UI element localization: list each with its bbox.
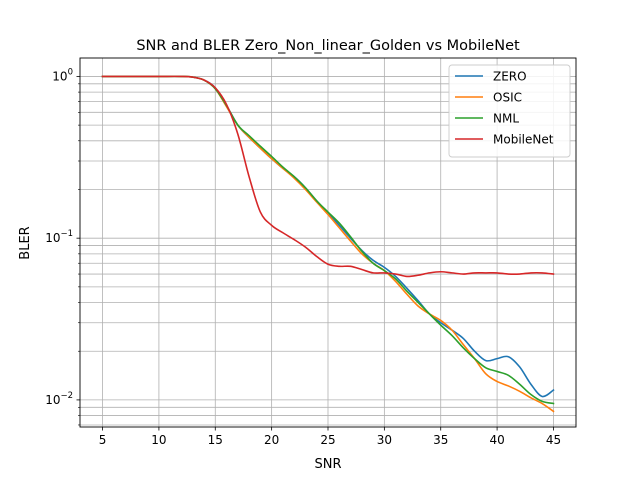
y-tick-base: 10: [45, 231, 60, 245]
legend-label-nml: NML: [493, 112, 519, 126]
y-tick-exponent: −1: [60, 229, 73, 239]
series-line-mobilenet: [101, 75, 555, 278]
chart-title: SNR and BLER Zero_Non_linear_Golden vs M…: [136, 38, 520, 54]
x-axis-label: SNR: [314, 457, 341, 472]
legend-box: [448, 64, 571, 158]
y-tick-base: 10: [52, 69, 67, 83]
y-axis-label: BLER: [18, 226, 33, 259]
series-layer: [101, 75, 555, 413]
x-tick-label: 20: [264, 433, 279, 447]
x-axis: 5 10 15 20 25 30 35 40 45: [99, 427, 561, 447]
x-tick-label: 45: [546, 433, 561, 447]
x-tick-label: 5: [99, 433, 107, 447]
x-tick-label: 15: [208, 433, 223, 447]
legend-label-mobilenet: MobileNet: [493, 133, 554, 147]
legend-label-zero: ZERO: [493, 70, 527, 84]
x-tick-label: 25: [320, 433, 335, 447]
y-tick-exponent: 0: [68, 67, 73, 77]
x-tick-label: 30: [377, 433, 392, 447]
y-tick-base: 10: [45, 393, 60, 407]
x-tick-label: 35: [433, 433, 448, 447]
legend: ZERO OSIC NML MobileNet: [448, 64, 571, 158]
legend-label-osic: OSIC: [493, 91, 522, 105]
x-tick-label: 10: [151, 433, 166, 447]
y-tick-label: 10−2: [45, 391, 73, 407]
y-tick-label: 100: [52, 67, 73, 83]
x-tick-label: 40: [489, 433, 504, 447]
y-tick-label: 10−1: [45, 229, 73, 245]
y-tick-exponent: −2: [60, 391, 73, 401]
